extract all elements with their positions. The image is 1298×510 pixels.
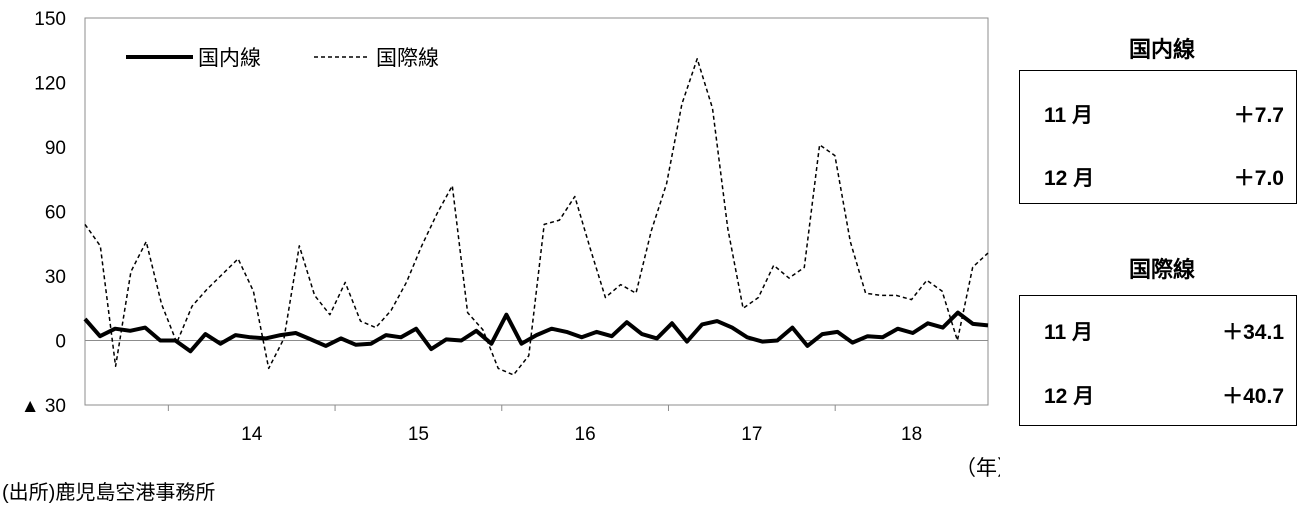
panel-row: 11 月 ＋7.7 (1020, 99, 1296, 129)
panel-domestic: 11 月 ＋7.7 12 月 ＋7.0 (1019, 70, 1297, 204)
x-tick-label: 17 (741, 424, 762, 445)
line-chart: 150 120 90 60 30 0 ▲ 30 14 15 16 17 18 国内線 国際線 （年） (21, 9, 1000, 480)
panel-month: 12 月 (1044, 167, 1095, 190)
y-tick-label: 90 (45, 138, 66, 159)
legend-label-domestic: 国内線 (198, 47, 261, 70)
panel-row: 12 月 ＋7.0 (1020, 162, 1296, 192)
panel-international: 11 月 ＋34.1 12 月 ＋40.7 (1019, 295, 1297, 426)
panel-value: ＋34.1 (1222, 321, 1284, 344)
source-note: (出所)鹿児島空港事務所 (2, 482, 216, 504)
y-axis-tick-labels: 150 120 90 60 30 0 ▲ 30 (21, 9, 66, 417)
series-line-domestic (83, 310, 989, 354)
panel-value: ＋40.7 (1222, 385, 1284, 408)
panel-value: ＋7.0 (1233, 167, 1284, 190)
y-tick-label: 30 (45, 267, 66, 288)
x-tick-label: 18 (901, 424, 922, 445)
x-axis-unit-label: （年） (955, 457, 1000, 480)
legend-label-international: 国際線 (376, 47, 439, 70)
plot-area (84, 17, 989, 406)
panel-title-domestic: 国内線 (1128, 37, 1195, 62)
panel-title-international: 国際線 (1128, 257, 1195, 282)
x-axis-ticks: 14 15 16 17 18 (167, 405, 922, 445)
y-tick-label: ▲ 30 (21, 396, 66, 417)
x-tick-label: 14 (241, 424, 263, 445)
y-tick-label: 150 (34, 9, 66, 30)
panel-row: 11 月 ＋34.1 (1020, 316, 1296, 346)
y-tick-label: 60 (45, 203, 66, 224)
y-tick-label: 0 (55, 332, 66, 353)
y-tick-label: 120 (34, 74, 66, 95)
panel-row: 12 月 ＋40.7 (1020, 380, 1296, 410)
x-tick-label: 15 (408, 424, 429, 445)
panel-month: 11 月 (1044, 104, 1094, 127)
panel-month: 11 月 (1044, 321, 1094, 344)
panel-month: 12 月 (1044, 385, 1095, 408)
legend: 国内線 国際線 (126, 47, 439, 70)
panel-value: ＋7.7 (1233, 104, 1284, 127)
x-tick-label: 16 (575, 424, 596, 445)
series-layer (83, 58, 989, 376)
series-line-international (84, 58, 989, 376)
